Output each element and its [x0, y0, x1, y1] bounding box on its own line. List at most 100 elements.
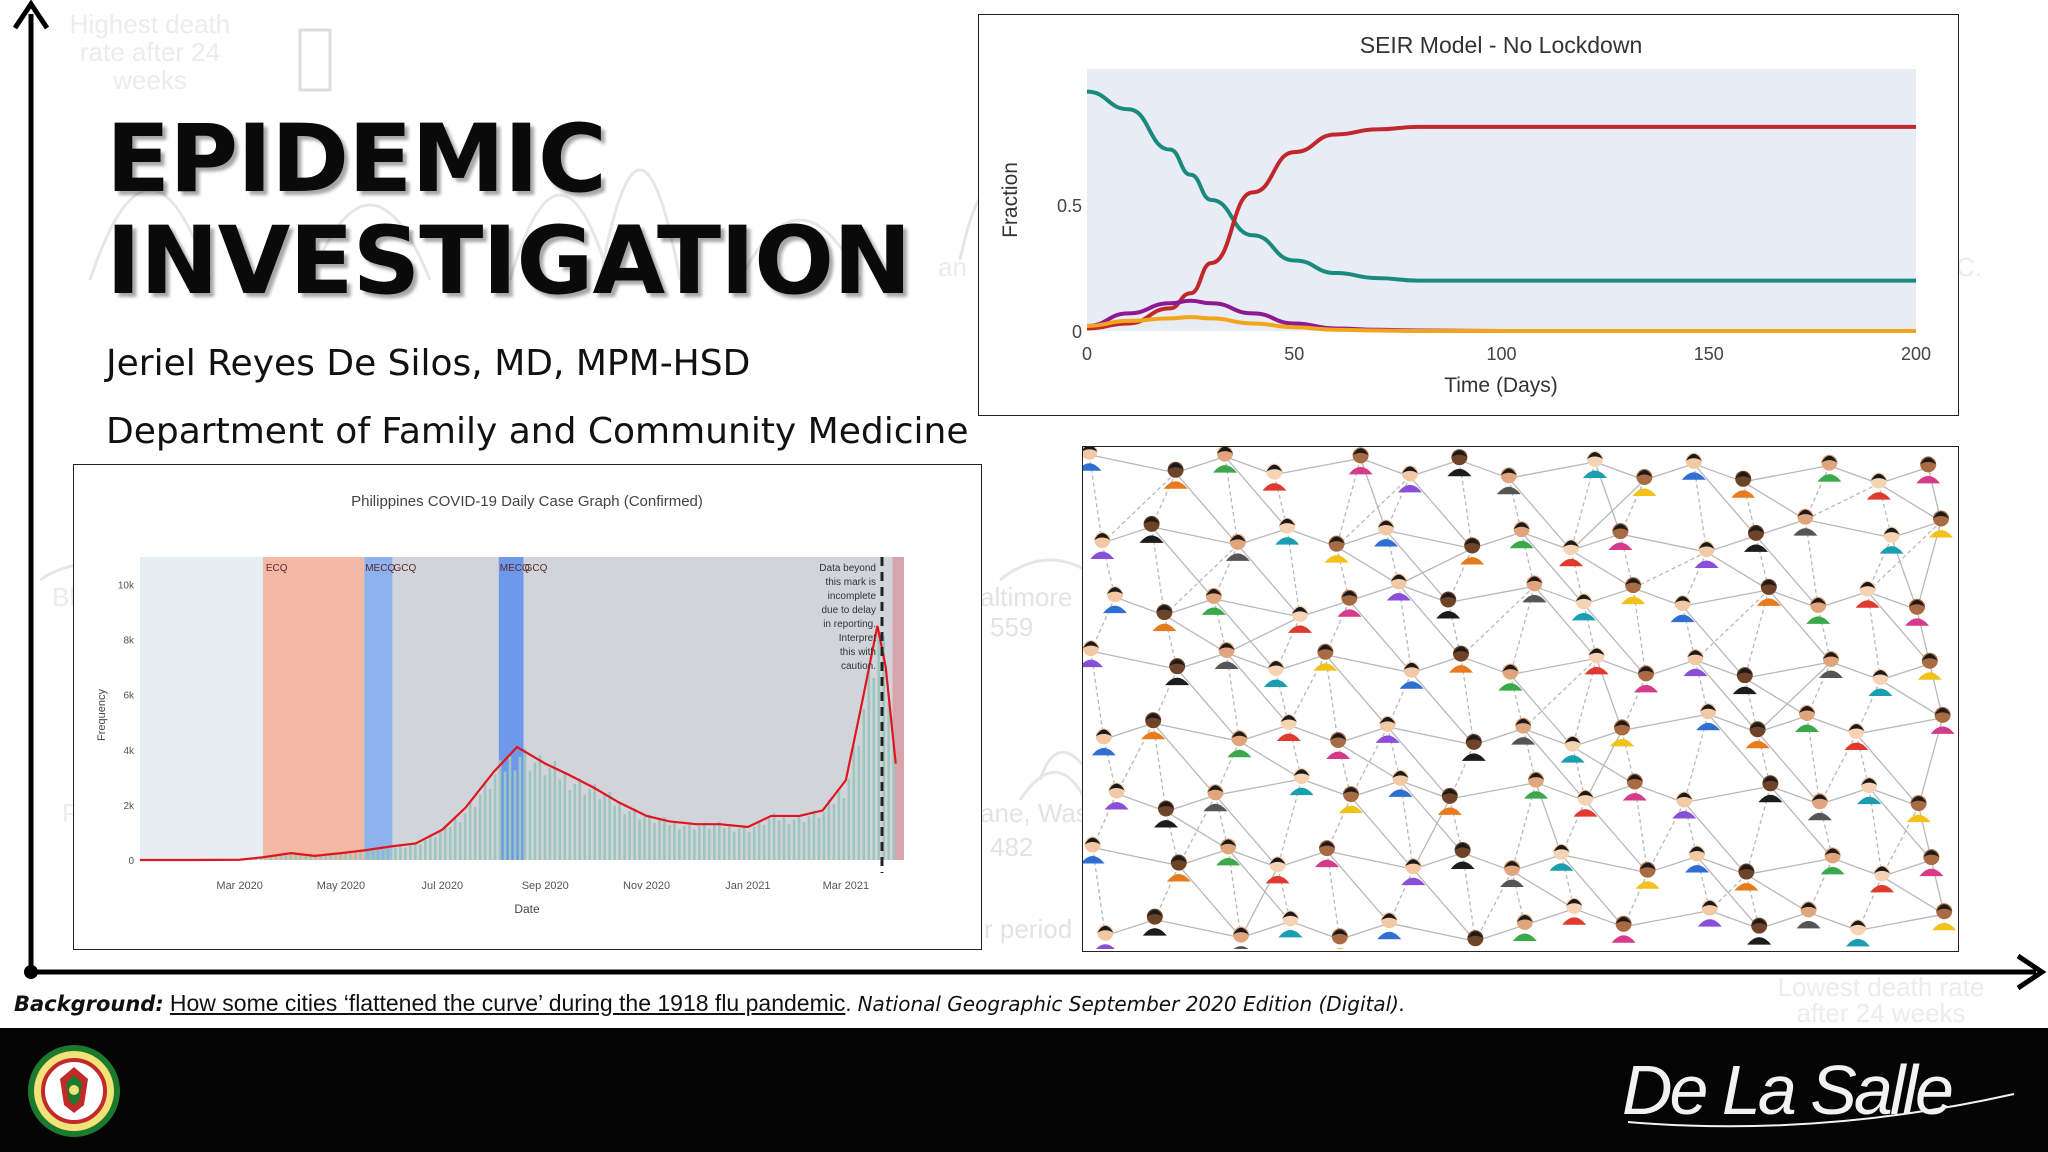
person-avatar-icon: [1496, 467, 1521, 495]
covid-bar: [727, 825, 731, 860]
network-edge: [1819, 787, 1870, 805]
network-edge: [1757, 715, 1808, 733]
network-edge: [1348, 600, 1413, 674]
network-edge: [1746, 873, 1809, 913]
covid-annotation-mecq: MECQ: [365, 563, 395, 574]
covid-bar: [414, 843, 417, 860]
ghost-fragment-559: 559: [990, 612, 1034, 642]
covid-bar: [688, 822, 691, 860]
covid-bar: [548, 768, 552, 860]
person-avatar-icon: [1324, 535, 1349, 563]
covid-bar: [443, 825, 447, 860]
covid-bar: [882, 636, 886, 860]
network-edge: [1336, 475, 1411, 548]
person-avatar-icon: [1844, 723, 1869, 751]
person-avatar-icon: [1917, 652, 1942, 680]
x-axis-arrowhead: [2016, 953, 2047, 991]
covid-bar: [603, 795, 606, 860]
person-avatar-icon: [1756, 578, 1781, 606]
person-avatar-icon: [1573, 789, 1598, 817]
covid-bar: [289, 853, 293, 860]
covid-note-line: Data beyond: [819, 563, 876, 574]
network-edge: [1573, 908, 1624, 928]
covid-note-line: caution.: [841, 661, 876, 672]
network-edge: [1116, 792, 1167, 813]
covid-incomplete-data-band: [892, 557, 904, 860]
person-avatar-icon: [1450, 841, 1475, 869]
person-avatar-icon: [1094, 924, 1117, 951]
person-avatar-icon: [1203, 784, 1228, 812]
covid-note-line: this mark is: [825, 577, 876, 588]
person-avatar-icon: [1348, 447, 1373, 475]
network-edge: [1275, 654, 1326, 672]
person-avatar-icon: [1163, 461, 1188, 489]
covid-y-tick-label: 0: [128, 856, 134, 867]
covid-bar: [379, 849, 382, 860]
covid-bar: [817, 817, 821, 860]
covid-bar: [583, 794, 587, 860]
network-edge: [1583, 603, 1647, 677]
network-edge: [1805, 519, 1892, 539]
network-edge: [1880, 663, 1931, 681]
network-edge: [1707, 713, 1758, 733]
network-edge: [1325, 654, 1412, 674]
seir-x-axis-label: Time (Days): [1444, 374, 1558, 397]
person-avatar-icon: [1622, 773, 1647, 801]
network-edge: [1448, 585, 1535, 604]
person-avatar-icon: [1339, 786, 1363, 814]
covid-chart-title: Philippines COVID-19 Daily Case Graph (C…: [351, 493, 703, 510]
covid-bar: [349, 853, 352, 860]
person-avatar-icon: [1621, 577, 1646, 605]
person-avatar-icon: [1868, 668, 1893, 696]
covid-bar: [453, 818, 457, 860]
network-edge: [1176, 668, 1240, 742]
person-avatar-icon: [1142, 908, 1167, 936]
network-edge: [1881, 805, 1920, 877]
person-avatar-icon: [1731, 470, 1756, 498]
network-edge: [1647, 855, 1698, 874]
covid-bar: [862, 709, 866, 860]
covid-bar: [623, 814, 626, 860]
network-edge: [1337, 726, 1388, 744]
person-avatar-icon: [1447, 449, 1472, 477]
network-edge: [1215, 778, 1302, 796]
covid-bar: [698, 826, 701, 860]
person-avatar-icon: [1879, 526, 1904, 554]
network-edge: [1164, 614, 1227, 654]
seir-series-line-1: [1086, 124, 1916, 331]
person-avatar-icon: [1522, 575, 1547, 603]
network-edge: [1178, 848, 1229, 867]
person-avatar-icon: [1929, 510, 1953, 538]
ghost-fragment-altimore: altimore: [980, 582, 1073, 612]
covid-bar: [598, 799, 601, 860]
caption-article-link[interactable]: How some cities ‘flattened the curve’ du…: [169, 990, 846, 1016]
network-edge: [1239, 724, 1290, 742]
network-edge: [1511, 854, 1562, 872]
covid-bar: [538, 755, 542, 860]
covid-bar: [742, 825, 746, 860]
network-edge: [1239, 740, 1302, 780]
dlshsi-seal-icon: [28, 1045, 120, 1137]
network-edge: [1632, 551, 1707, 589]
covid-bar: [732, 831, 736, 860]
network-edge: [1521, 531, 1585, 605]
network-edge: [1288, 654, 1326, 726]
covid-daily-case-chart: Philippines COVID-19 Daily Case Graph (C…: [96, 493, 904, 916]
covid-y-tick-label: 6k: [123, 691, 135, 702]
footer-bar: De La Salle: [0, 1028, 2048, 1152]
covid-bar: [772, 812, 776, 860]
caption-period: .: [845, 991, 852, 1016]
network-edge: [1301, 778, 1352, 798]
network-edge: [1226, 652, 1290, 726]
covid-bar: [747, 832, 751, 860]
network-edge: [1830, 661, 1881, 681]
network-edge: [1560, 854, 1625, 928]
seir-y-axis-label: Fraction: [999, 162, 1022, 238]
person-avatar-icon: [1154, 800, 1178, 828]
person-avatar-icon: [1265, 856, 1290, 884]
person-avatar-icon: [1584, 647, 1609, 675]
network-edge: [1743, 464, 1830, 483]
network-edge: [1570, 479, 1645, 551]
covid-average-line: [140, 625, 897, 862]
